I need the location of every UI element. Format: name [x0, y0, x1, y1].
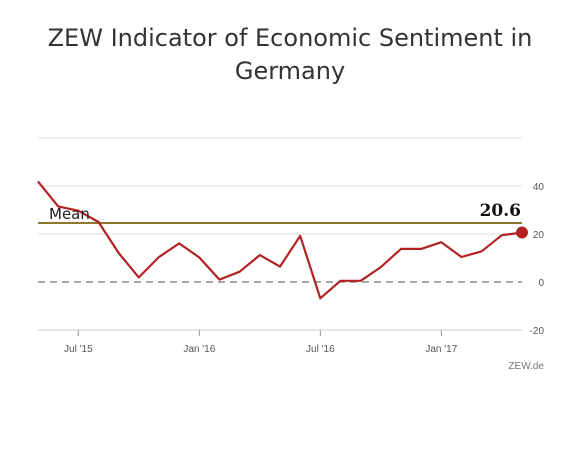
chart-title-line-1: ZEW Indicator of Economic Sentiment in	[47, 24, 533, 52]
y-axis: 40 20 0 -20	[530, 182, 545, 337]
x-tick-label: Jan '16	[183, 344, 215, 355]
last-point-marker	[516, 226, 528, 239]
x-tick-label: Jul '15	[64, 344, 93, 355]
x-axis: Jul '15 Jan '16 Jul '16 Jan '17	[38, 329, 522, 355]
x-tick-label: Jul '16	[306, 344, 335, 355]
reference-lines	[38, 221, 522, 283]
series	[37, 180, 528, 300]
y-tick-label: 40	[533, 182, 545, 193]
annotations: Mean 20.6 ZEW.de	[49, 201, 544, 372]
chart-title-line-2: Germany	[234, 57, 346, 85]
y-tick-label: 20	[533, 230, 545, 241]
y-tick-label: -20	[530, 326, 545, 337]
series-line	[37, 180, 523, 300]
mean-label: Mean	[49, 205, 90, 223]
gridlines	[38, 137, 522, 331]
chart-title: ZEW Indicator of Economic Sentiment in G…	[0, 22, 580, 88]
y-tick-label: 0	[538, 278, 544, 289]
source-credit: ZEW.de	[508, 361, 544, 372]
last-value-label: 20.6	[480, 201, 521, 221]
x-tick-label: Jan '17	[425, 344, 457, 355]
